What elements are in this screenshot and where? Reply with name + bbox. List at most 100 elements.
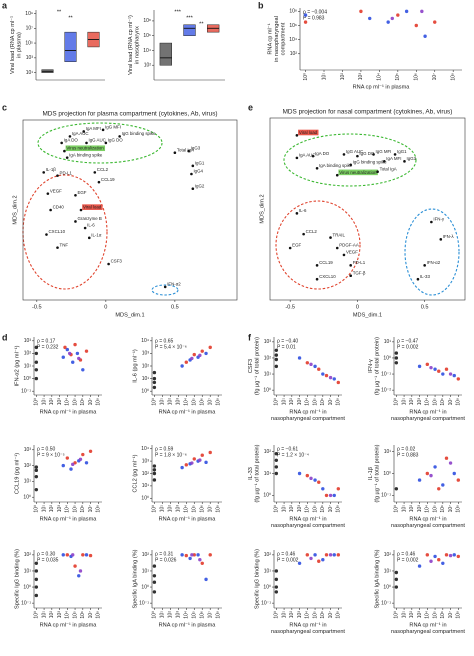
point-label: IL-6 (87, 223, 95, 228)
point (305, 473, 310, 478)
point-label: IFN-γ (433, 217, 445, 222)
point (441, 483, 445, 487)
point (71, 360, 75, 364)
panel-letter: d (2, 332, 8, 342)
point (81, 368, 85, 372)
point (433, 465, 437, 469)
ellipse (283, 133, 417, 187)
y-axis-label: IL-6 (pg ml⁻¹) (132, 349, 138, 383)
significance: ** (199, 21, 204, 27)
x-tick-label: 10⁶ (440, 398, 446, 406)
y-tick-label: 10² (142, 552, 150, 558)
point (309, 476, 313, 481)
y-tick-label: 10⁻¹ (21, 600, 31, 606)
point-label: CD40 (53, 205, 65, 210)
y-axis-label: in nasopharynx (134, 26, 140, 64)
x-tick-label: 10⁰ (34, 505, 40, 513)
y-tick-label: 10¹ (142, 483, 150, 489)
rho: ρ = 0.59 (155, 446, 173, 452)
y-tick-label: 10² (264, 355, 272, 361)
plot-frame (22, 119, 238, 301)
point (317, 559, 321, 563)
point-label: IgA DO (64, 138, 79, 143)
x-tick-label: 10² (340, 73, 346, 81)
y-axis-label: (fg µg⁻¹ of total protein) (374, 444, 380, 502)
y-axis-label: (fg µg⁻¹ of total protein) (254, 337, 260, 395)
point (63, 345, 67, 350)
point (184, 463, 188, 467)
point (190, 553, 194, 557)
point (393, 153, 397, 156)
point (79, 208, 83, 212)
point (34, 561, 39, 565)
point (152, 468, 157, 472)
panel-letter: b (258, 0, 264, 10)
y-tick-label: 10⁻¹ (261, 600, 271, 606)
point-label: Viral load (83, 205, 102, 210)
x-tick-label: 10¹ (281, 398, 287, 406)
point (313, 364, 317, 369)
point (372, 153, 375, 156)
point (332, 493, 336, 498)
point (63, 149, 66, 153)
x-tick-label: 10² (168, 505, 174, 513)
x-tick-label: 10² (168, 398, 174, 406)
x-tick-label: 10¹ (41, 398, 47, 406)
y-axis-label: CSF3 (248, 359, 254, 373)
point (356, 154, 359, 158)
box (64, 31, 77, 62)
y-axis-label: (fg µg⁻¹ of total protein) (254, 444, 260, 502)
x-tick-label: 10⁴ (184, 505, 190, 513)
x-tick-label: 10⁰ (34, 398, 40, 406)
point (180, 364, 184, 368)
point (65, 156, 69, 159)
significance: *** (174, 9, 181, 15)
point-label: IL-6 (299, 208, 307, 213)
point (34, 577, 39, 582)
x-tick-label: 10⁰ (274, 398, 280, 406)
rho: ρ = −0.47 (397, 338, 418, 344)
point (425, 362, 430, 367)
x-tick-label: 10¹ (321, 73, 327, 81)
x-tick-label: 10⁶ (320, 398, 326, 406)
y-tick-label: 10² (142, 363, 150, 369)
x-tick-label: 10⁵ (192, 398, 198, 406)
point (274, 348, 279, 352)
point (295, 212, 299, 215)
point (274, 353, 279, 357)
x-tick-label: 10⁷ (208, 505, 214, 513)
x-axis-label: RNA cp ml⁻¹ in plasma (40, 516, 98, 522)
x-axis-label: RNA cp ml⁻¹ in (289, 516, 326, 522)
point (204, 577, 208, 582)
point (315, 166, 319, 170)
point (433, 554, 437, 559)
rho: ρ = 0.02 (397, 446, 415, 452)
point (359, 9, 363, 14)
x-tick-label: 10⁸ (96, 505, 102, 513)
x-tick-label: 10⁸ (456, 611, 462, 619)
x-tick-label: 10⁸ (336, 398, 342, 406)
x-tick-label: 10⁰ (274, 611, 280, 619)
x-tick-label: 10⁴ (305, 611, 311, 619)
x-tick-label: 10⁷ (208, 611, 214, 619)
point (349, 274, 352, 278)
x-axis-label: RNA cp ml⁻¹ in plasma (40, 409, 98, 415)
point (93, 171, 97, 174)
point-label: IgG1 (397, 149, 407, 154)
point (425, 471, 430, 476)
point-label: CCL2 (97, 167, 109, 172)
x-tick-label: 10⁸ (96, 398, 102, 406)
p-value: P = 0.002 (397, 557, 419, 563)
point-label: CCL19 (101, 177, 115, 182)
y-tick-label: 10² (384, 552, 392, 558)
point-label: IgG MFI (376, 149, 392, 154)
point-label: IgG AUC (346, 149, 363, 154)
rho: ρ = −0.61 (277, 446, 298, 452)
y-tick-label: 10³ (24, 338, 32, 344)
point (313, 478, 317, 482)
point (288, 246, 292, 250)
x-tick-label: -0.5 (32, 304, 42, 310)
y-tick-label: 10¹ (142, 568, 150, 574)
point (336, 553, 341, 557)
y-axis-label: compartment (280, 22, 286, 55)
